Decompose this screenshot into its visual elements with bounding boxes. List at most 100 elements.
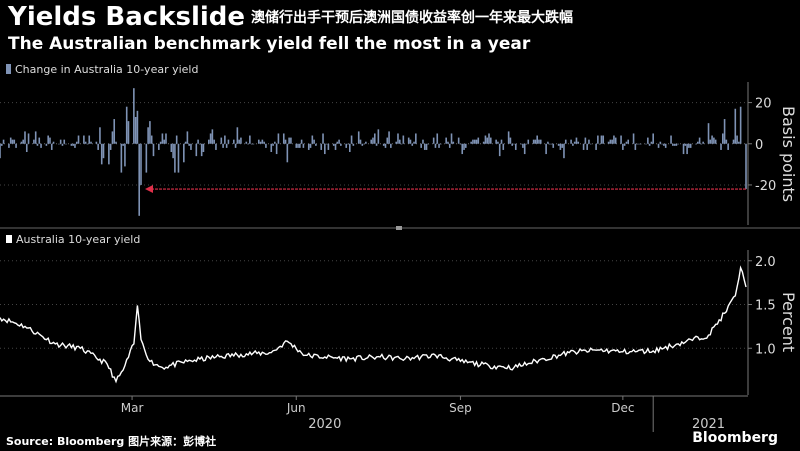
change-bar	[115, 141, 117, 144]
change-bar	[486, 137, 489, 144]
title-en: Yields Backslide	[8, 2, 246, 32]
change-bar	[138, 143, 141, 216]
x-tick-label: Dec	[611, 401, 634, 415]
change-bar	[161, 133, 164, 144]
change-bar	[586, 143, 588, 150]
line-y-tick-label: 1.0	[755, 342, 776, 357]
change-bar	[172, 143, 174, 159]
change-bar	[727, 143, 729, 150]
change-bar	[8, 143, 10, 148]
change-bar	[588, 139, 590, 144]
bar-series	[0, 88, 747, 216]
change-bar	[448, 143, 451, 148]
change-bar	[257, 139, 260, 144]
change-bar	[573, 141, 576, 144]
change-bar	[420, 143, 422, 148]
change-bar	[732, 139, 735, 144]
change-bar	[165, 133, 167, 144]
change-bar	[334, 143, 337, 150]
change-bar	[502, 143, 505, 150]
change-bar	[238, 139, 240, 144]
change-bar	[209, 133, 212, 144]
title-cn: 澳储行出手干预后澳洲国债收益率创一年来最大跌幅	[251, 10, 574, 26]
year-label: 2021	[692, 417, 725, 432]
bar-legend-text: Change in Australia 10-year yield	[15, 63, 198, 76]
change-bar	[595, 143, 597, 150]
bar-y-ticks: 20 0 -20	[748, 97, 776, 194]
change-bar	[498, 143, 501, 157]
change-bar	[713, 137, 715, 144]
bar-y-tick-label: -20	[755, 179, 776, 194]
change-bar	[584, 137, 587, 144]
change-bar	[286, 143, 289, 163]
change-bar	[398, 139, 401, 144]
change-bar	[102, 143, 105, 159]
change-bar	[648, 143, 651, 146]
change-bar	[689, 143, 692, 148]
change-bar	[382, 143, 385, 146]
change-bar	[514, 143, 517, 150]
change-bar	[377, 129, 380, 144]
change-bar	[522, 143, 524, 148]
change-bar	[513, 143, 515, 145]
change-bar	[357, 131, 360, 144]
change-bar	[170, 143, 173, 152]
change-bar	[373, 133, 376, 144]
change-bar	[436, 133, 439, 144]
change-bar	[52, 141, 55, 144]
title-block: Yields Backslide 澳储行出手干预后澳洲国债收益率创一年来最大跌幅 …	[8, 2, 788, 55]
change-bar	[72, 143, 74, 146]
change-bar	[552, 143, 555, 148]
change-bar	[300, 139, 303, 144]
line-y-tick-label: 1.5	[755, 299, 776, 314]
change-bar	[265, 143, 267, 148]
source-note: Source: Bloomberg 图片来源：彭博社	[6, 435, 217, 448]
change-bar	[274, 141, 276, 144]
change-bar	[597, 135, 599, 144]
arrow-head	[144, 185, 153, 194]
change-bar	[108, 143, 110, 165]
change-bar	[736, 135, 738, 144]
line-y-axis-title: Percent	[779, 292, 798, 352]
change-bar	[195, 143, 198, 157]
change-bar	[538, 139, 540, 144]
change-bar	[614, 137, 617, 144]
change-bar	[234, 143, 237, 148]
change-bar	[324, 143, 326, 155]
page-subtitle: The Australian benchmark yield fell the …	[8, 34, 531, 54]
change-bar	[409, 139, 412, 144]
change-bar	[663, 143, 665, 146]
change-bar	[22, 139, 25, 144]
change-bar	[400, 143, 403, 145]
change-bar	[438, 143, 440, 148]
change-bar	[473, 139, 476, 144]
change-bar	[224, 135, 226, 144]
change-bar	[345, 143, 348, 148]
bar-legend-swatch	[6, 64, 11, 74]
change-bar	[184, 141, 187, 144]
change-bar	[489, 137, 492, 144]
change-bar	[547, 141, 549, 144]
change-bar	[315, 143, 317, 146]
change-bar	[395, 141, 398, 144]
change-bar	[548, 143, 551, 145]
change-bar	[700, 143, 703, 145]
change-bar	[625, 141, 628, 144]
change-bar	[539, 139, 542, 144]
change-bar	[611, 139, 613, 144]
change-bar	[386, 137, 389, 144]
change-bar	[77, 135, 80, 144]
change-bar	[100, 143, 103, 165]
change-bar	[111, 131, 114, 144]
change-bar	[284, 139, 287, 144]
change-bar	[361, 143, 364, 146]
change-bar	[675, 143, 678, 146]
change-bar	[147, 127, 149, 144]
change-bar	[127, 121, 130, 144]
change-bar	[434, 143, 437, 148]
change-bar	[470, 141, 472, 144]
line-y-ticks: 2.0 1.5 1.0	[748, 255, 776, 357]
change-bar	[532, 139, 535, 144]
change-bar	[672, 143, 674, 146]
